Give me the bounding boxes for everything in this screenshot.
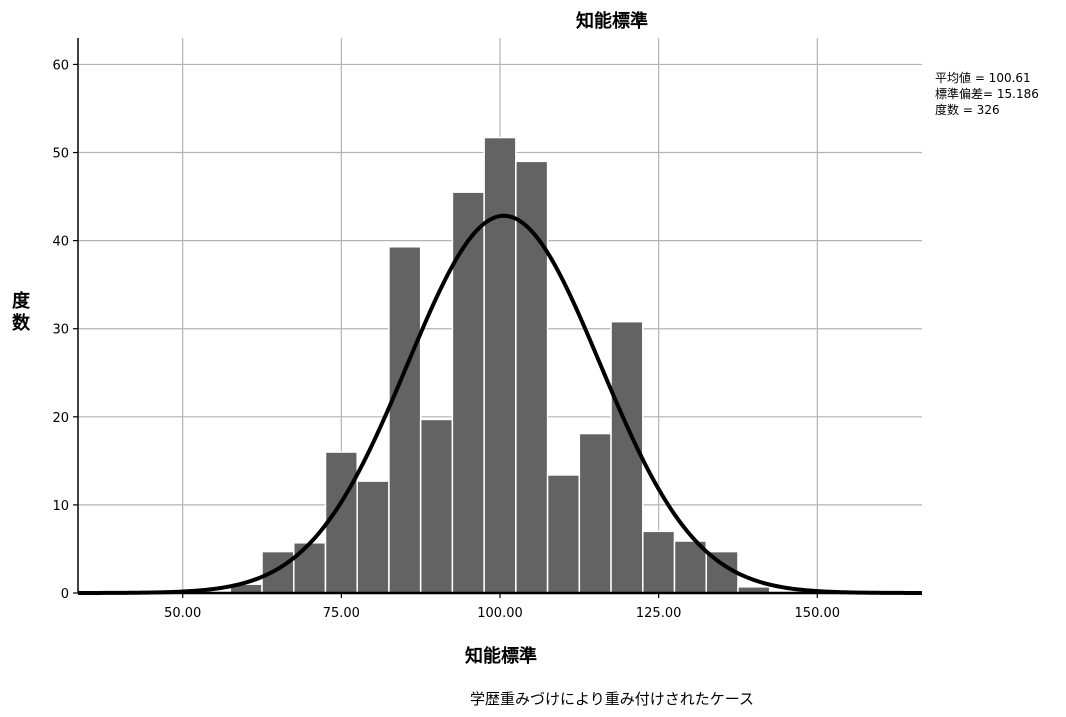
histogram-bar <box>673 540 707 594</box>
y-tick-label: 30 <box>52 323 69 338</box>
histogram-bar <box>578 432 612 594</box>
histogram-bar <box>261 550 295 594</box>
normal-curve <box>77 213 923 595</box>
stat-count: 度数 = 326 <box>935 102 1000 117</box>
y-tick-label: 50 <box>52 147 69 162</box>
x-tick-label: 100.00 <box>477 606 523 621</box>
stat-std-dev: 標準偏差= 15.186 <box>935 86 1039 101</box>
statistics-legend: 平均値 = 100.61 標準偏差= 15.186 度数 = 326 <box>935 70 1039 117</box>
histogram-bar <box>546 474 581 594</box>
y-tick-label: 60 <box>52 58 69 73</box>
histogram-bar <box>642 530 676 594</box>
histogram-bar <box>515 160 549 594</box>
histogram-bar <box>610 320 644 594</box>
x-tick-label: 50.00 <box>164 606 201 621</box>
histogram-bar <box>388 246 422 594</box>
normal-curve-layer <box>77 213 923 595</box>
histogram-bars <box>229 136 771 594</box>
stat-mean: 平均値 = 100.61 <box>935 70 1031 85</box>
histogram-bar <box>419 418 454 594</box>
x-tick-label: 75.00 <box>323 606 360 621</box>
x-axis-title: 知能標準 <box>465 645 537 667</box>
tick-labels: 0 10 20 30 40 50 60 50.00 75.00 100.00 125.00 150.0… <box>52 58 840 621</box>
y-axis-title-char: 度 <box>12 290 31 312</box>
weighting-footnote: 学歴重みづけにより重み付けされたケース <box>470 690 754 708</box>
y-axis-title: 度数 <box>12 290 31 334</box>
histogram-bar <box>293 542 327 594</box>
y-tick-label: 0 <box>61 587 69 602</box>
histogram-bar <box>324 451 358 594</box>
x-tick-label: 150.00 <box>795 606 841 621</box>
y-tick-label: 10 <box>52 499 69 514</box>
y-tick-label: 40 <box>52 235 69 250</box>
chart-title: 知能標準 <box>576 10 648 32</box>
histogram-bar <box>356 480 390 594</box>
x-tick-label: 125.00 <box>636 606 682 621</box>
y-axis-title-char: 数 <box>12 312 31 334</box>
histogram-bar <box>483 136 517 594</box>
histogram-bar <box>451 191 485 594</box>
y-tick-label: 20 <box>52 411 69 426</box>
